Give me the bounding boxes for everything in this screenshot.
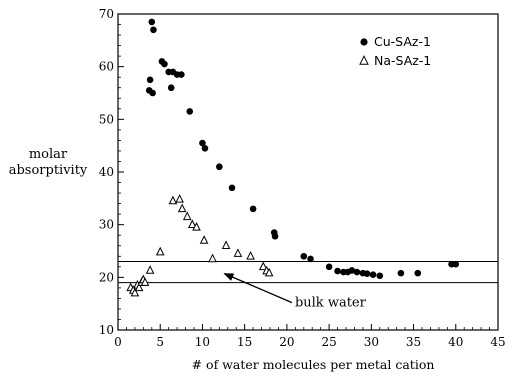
na-data-point — [246, 250, 255, 260]
cu-data-point — [249, 205, 257, 213]
bulk-water-band — [118, 261, 498, 284]
na-data-point — [208, 253, 217, 263]
cu-data-point — [228, 184, 236, 192]
na-data-point — [134, 282, 144, 292]
x-tick-label: 35 — [406, 335, 421, 349]
y-tick-label: 30 — [99, 218, 114, 232]
cu-data-point — [369, 271, 377, 279]
cu-data-point — [149, 89, 156, 97]
data-points — [126, 18, 460, 297]
cu-data-point — [146, 76, 154, 84]
cu-data-point — [271, 232, 279, 240]
x-tick-label: 0 — [114, 335, 122, 349]
cu-data-point — [300, 252, 308, 260]
x-axis: 0 5 10 15 20 25 30 35 40 45 — [114, 324, 506, 349]
na-data-point — [192, 221, 201, 231]
y-tick-label: 70 — [99, 7, 114, 21]
annotation: bulk water — [223, 273, 367, 311]
legend-label: Cu-SAz-1 — [374, 34, 431, 49]
legend: Cu-SAz-1 Na-SAz-1 — [359, 34, 431, 68]
cu-data-point — [452, 260, 460, 268]
cu-data-point — [167, 84, 175, 92]
cu-data-point — [307, 255, 314, 263]
na-data-point — [221, 240, 231, 250]
cu-data-point — [334, 267, 341, 275]
legend-marker-cu — [360, 38, 368, 46]
na-data-point — [177, 203, 187, 213]
y-tick-label: 20 — [99, 270, 114, 284]
na-data-point — [182, 211, 192, 221]
annotation-label: bulk water — [295, 296, 367, 311]
cu-data-point — [150, 26, 157, 34]
cu-data-point — [186, 108, 194, 115]
cu-data-point — [363, 270, 371, 277]
na-data-point — [199, 235, 209, 244]
cu-data-point — [348, 267, 356, 274]
cu-data-point — [199, 139, 206, 147]
cu-data-point — [376, 272, 384, 280]
cu-data-point — [216, 163, 223, 171]
y-tick-label: 10 — [99, 323, 114, 337]
x-tick-label: 20 — [279, 335, 294, 349]
na-data-point — [155, 246, 165, 256]
x-axis-label: # of water molecules per metal cation — [192, 357, 435, 372]
x-tick-label: 45 — [490, 335, 505, 349]
y-axis-label-line-1: molar — [29, 147, 68, 162]
annotation-arrow — [223, 273, 293, 304]
cu-data-point — [397, 269, 405, 277]
y-tick-label: 50 — [99, 112, 114, 126]
x-tick-label: 25 — [321, 335, 336, 349]
na-data-point — [140, 277, 150, 286]
legend-marker-na — [359, 55, 369, 65]
cu-data-point — [148, 18, 156, 26]
y-tick-label: 40 — [99, 165, 114, 179]
cu-data-point — [325, 263, 333, 271]
cu-data-point — [201, 145, 209, 152]
legend-label: Na-SAz-1 — [374, 53, 431, 68]
x-tick-label: 5 — [156, 335, 164, 349]
na-data-point — [264, 267, 274, 277]
cu-data-point — [161, 60, 168, 68]
na-data-point — [145, 265, 155, 274]
na-data-point — [175, 194, 184, 203]
y-axis: 10 20 30 40 50 60 70 — [99, 7, 124, 337]
cu-data-point — [178, 71, 185, 78]
na-data-point — [130, 287, 140, 297]
cu-data-point — [353, 268, 361, 276]
na-data-point — [233, 248, 243, 257]
na-data-point — [188, 219, 197, 228]
cu-data-point — [414, 269, 422, 277]
na-data-point — [258, 261, 268, 271]
x-tick-label: 10 — [195, 335, 210, 349]
x-tick-label: 40 — [448, 335, 463, 349]
x-tick-label: 30 — [364, 335, 379, 349]
y-axis-label-line-2: absorptivity — [9, 163, 88, 178]
y-tick-label: 60 — [99, 60, 114, 74]
na-data-point — [168, 195, 178, 205]
x-tick-label: 15 — [237, 335, 252, 349]
